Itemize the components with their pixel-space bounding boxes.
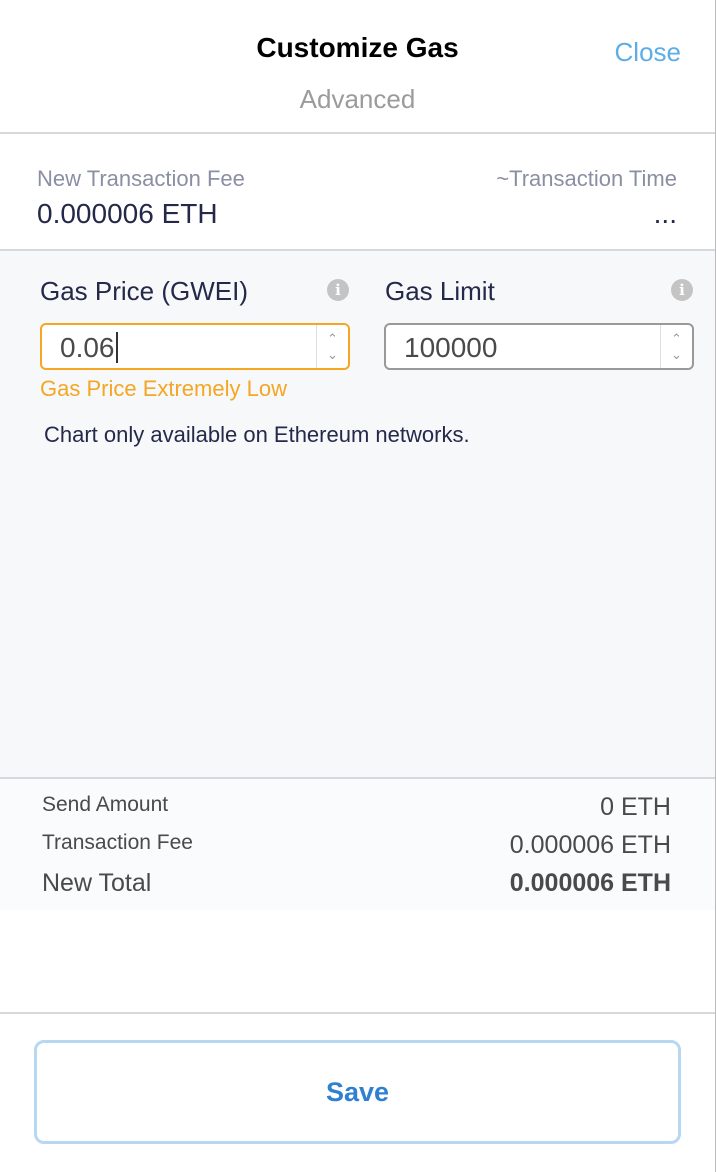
new-fee-label: New Transaction Fee <box>37 166 245 191</box>
chart-notice: Chart only available on Ethereum network… <box>44 422 470 447</box>
chevron-down-icon[interactable]: ⌄ <box>671 346 682 362</box>
gas-limit-label: Gas Limit <box>385 276 495 306</box>
info-icon[interactable]: i <box>327 279 349 301</box>
footer-divider <box>0 1012 715 1014</box>
new-total-row: New Total 0.000006 ETH <box>42 869 671 898</box>
chevron-up-icon[interactable]: ⌃ <box>671 330 682 346</box>
gas-price-stepper[interactable]: ⌃ ⌄ <box>316 325 348 368</box>
chevron-down-icon[interactable]: ⌄ <box>327 346 338 362</box>
new-total-value: 0.000006 ETH <box>509 869 671 897</box>
gas-price-label: Gas Price (GWEI) <box>40 276 249 306</box>
page-title: Customize Gas <box>256 32 459 63</box>
send-amount-value: 0 ETH <box>600 793 671 821</box>
gas-price-input[interactable]: 0.06 ⌃ ⌄ <box>40 323 350 370</box>
transaction-fee-row: Transaction Fee 0.000006 ETH <box>42 831 671 860</box>
new-total-label: New Total <box>42 869 152 897</box>
page-subtitle: Advanced <box>299 84 416 114</box>
advanced-gas-panel: Gas Price (GWEI) i 0.06 ⌃ ⌄ Gas Price Ext… <box>0 251 715 779</box>
send-amount-row: Send Amount 0 ETH <box>42 793 671 822</box>
send-amount-label: Send Amount <box>42 793 169 816</box>
gas-price-value[interactable]: 0.06 <box>42 325 316 368</box>
new-fee-value: 0.000006 ETH <box>37 198 218 229</box>
gas-limit-input[interactable]: 100000 ⌃ ⌄ <box>384 323 694 370</box>
modal-header: Customize Gas Advanced Close <box>0 0 715 134</box>
gas-price-warning: Gas Price Extremely Low <box>40 376 287 401</box>
fee-summary: New Transaction Fee 0.000006 ETH ~Transa… <box>0 134 715 251</box>
transaction-time-label: ~Transaction Time <box>496 166 677 191</box>
info-icon[interactable]: i <box>671 279 693 301</box>
save-button[interactable]: Save <box>34 1040 681 1144</box>
close-button[interactable]: Close <box>614 37 681 67</box>
gas-limit-stepper[interactable]: ⌃ ⌄ <box>660 325 692 368</box>
chevron-up-icon[interactable]: ⌃ <box>327 330 338 346</box>
transaction-time-value: ... <box>653 198 677 229</box>
gas-limit-value[interactable]: 100000 <box>404 332 498 363</box>
transaction-fee-label: Transaction Fee <box>42 831 193 854</box>
totals-section: Send Amount 0 ETH Transaction Fee 0.0000… <box>0 779 715 910</box>
transaction-fee-value: 0.000006 ETH <box>509 831 671 859</box>
